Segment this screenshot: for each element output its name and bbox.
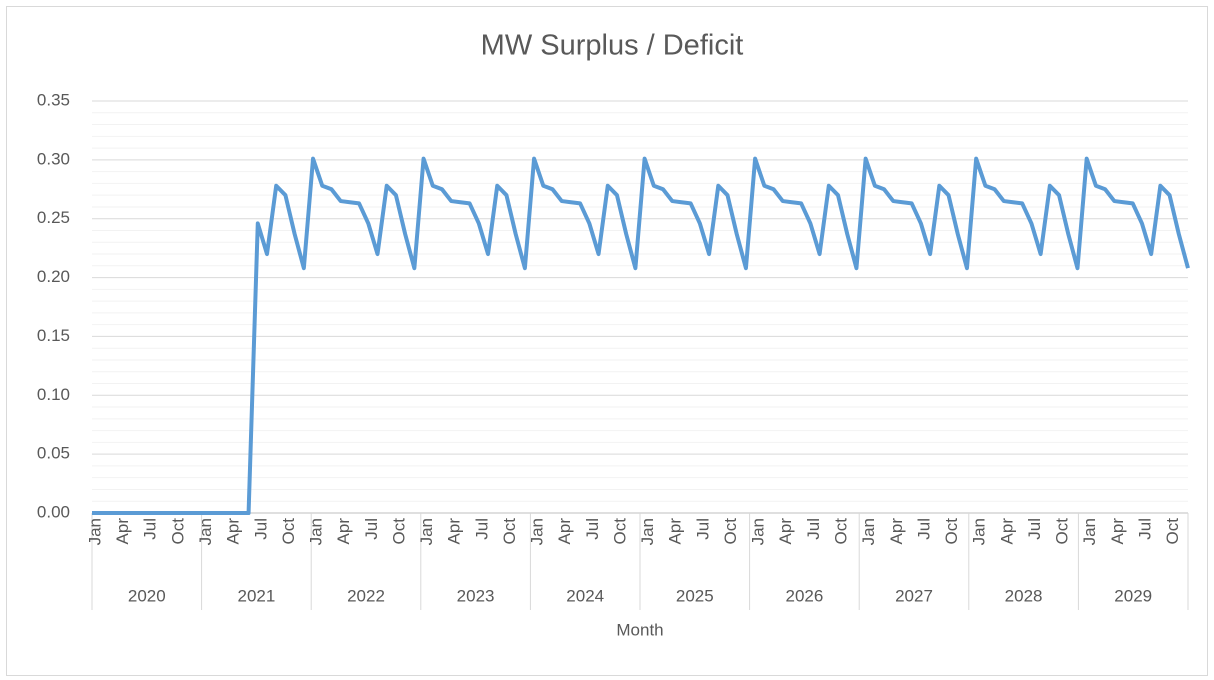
month-label: Jul bbox=[914, 518, 933, 540]
year-label: 2029 bbox=[1114, 586, 1152, 605]
year-label: 2026 bbox=[785, 586, 823, 605]
month-label: Jan bbox=[1080, 518, 1099, 545]
month-label: Jan bbox=[196, 518, 215, 545]
month-label: Oct bbox=[389, 518, 408, 545]
year-label: 2022 bbox=[347, 586, 385, 605]
month-label: Apr bbox=[445, 518, 464, 545]
y-tick-label: 0.15 bbox=[37, 326, 70, 345]
month-label: Oct bbox=[721, 518, 740, 545]
month-label: Jul bbox=[693, 518, 712, 540]
month-label: Oct bbox=[500, 518, 519, 545]
month-label: Jan bbox=[970, 518, 989, 545]
x-axis-title: Month bbox=[616, 620, 663, 639]
month-label: Oct bbox=[832, 518, 851, 545]
month-label: Jan bbox=[859, 518, 878, 545]
month-label: Jul bbox=[141, 518, 160, 540]
year-label: 2025 bbox=[676, 586, 714, 605]
month-label: Jan bbox=[528, 518, 547, 545]
month-label: Jul bbox=[583, 518, 602, 540]
chart-title: MW Surplus / Deficit bbox=[481, 30, 744, 62]
month-label: Apr bbox=[666, 518, 685, 545]
month-label: Jul bbox=[362, 518, 381, 540]
y-tick-label: 0.00 bbox=[37, 502, 70, 521]
month-label: Apr bbox=[224, 518, 243, 545]
y-tick-label: 0.10 bbox=[37, 385, 70, 404]
month-label: Jul bbox=[1135, 518, 1154, 540]
year-label: 2028 bbox=[1005, 586, 1043, 605]
chart-border bbox=[6, 6, 1208, 676]
month-label: Jan bbox=[307, 518, 326, 545]
y-tick-label: 0.30 bbox=[37, 149, 70, 168]
month-label: Oct bbox=[610, 518, 629, 545]
month-label: Jan bbox=[85, 518, 104, 545]
month-label: Oct bbox=[1053, 518, 1072, 545]
month-label: Oct bbox=[279, 518, 298, 545]
month-label: Jan bbox=[749, 518, 768, 545]
month-label: Apr bbox=[1108, 518, 1127, 545]
year-label: 2024 bbox=[566, 586, 604, 605]
year-label: 2020 bbox=[128, 586, 166, 605]
y-tick-label: 0.35 bbox=[37, 90, 70, 109]
month-label: Oct bbox=[1163, 518, 1182, 545]
month-label: Oct bbox=[942, 518, 961, 545]
month-label: Jul bbox=[1025, 518, 1044, 540]
year-label: 2027 bbox=[895, 586, 933, 605]
year-label: 2021 bbox=[237, 586, 275, 605]
month-label: Apr bbox=[776, 518, 795, 545]
data-line bbox=[92, 156, 1190, 515]
month-label: Oct bbox=[168, 518, 187, 545]
y-tick-label: 0.05 bbox=[37, 444, 70, 463]
y-tick-label: 0.25 bbox=[37, 208, 70, 227]
month-label: Apr bbox=[997, 518, 1016, 545]
month-label: Jan bbox=[417, 518, 436, 545]
year-label: 2023 bbox=[457, 586, 495, 605]
month-label: Jan bbox=[638, 518, 657, 545]
month-label: Apr bbox=[887, 518, 906, 545]
month-label: Apr bbox=[113, 518, 132, 545]
month-label: Apr bbox=[555, 518, 574, 545]
month-label: Apr bbox=[334, 518, 353, 545]
month-label: Jul bbox=[251, 518, 270, 540]
month-label: Jul bbox=[804, 518, 823, 540]
y-tick-label: 0.20 bbox=[37, 267, 70, 286]
month-label: Jul bbox=[472, 518, 491, 540]
